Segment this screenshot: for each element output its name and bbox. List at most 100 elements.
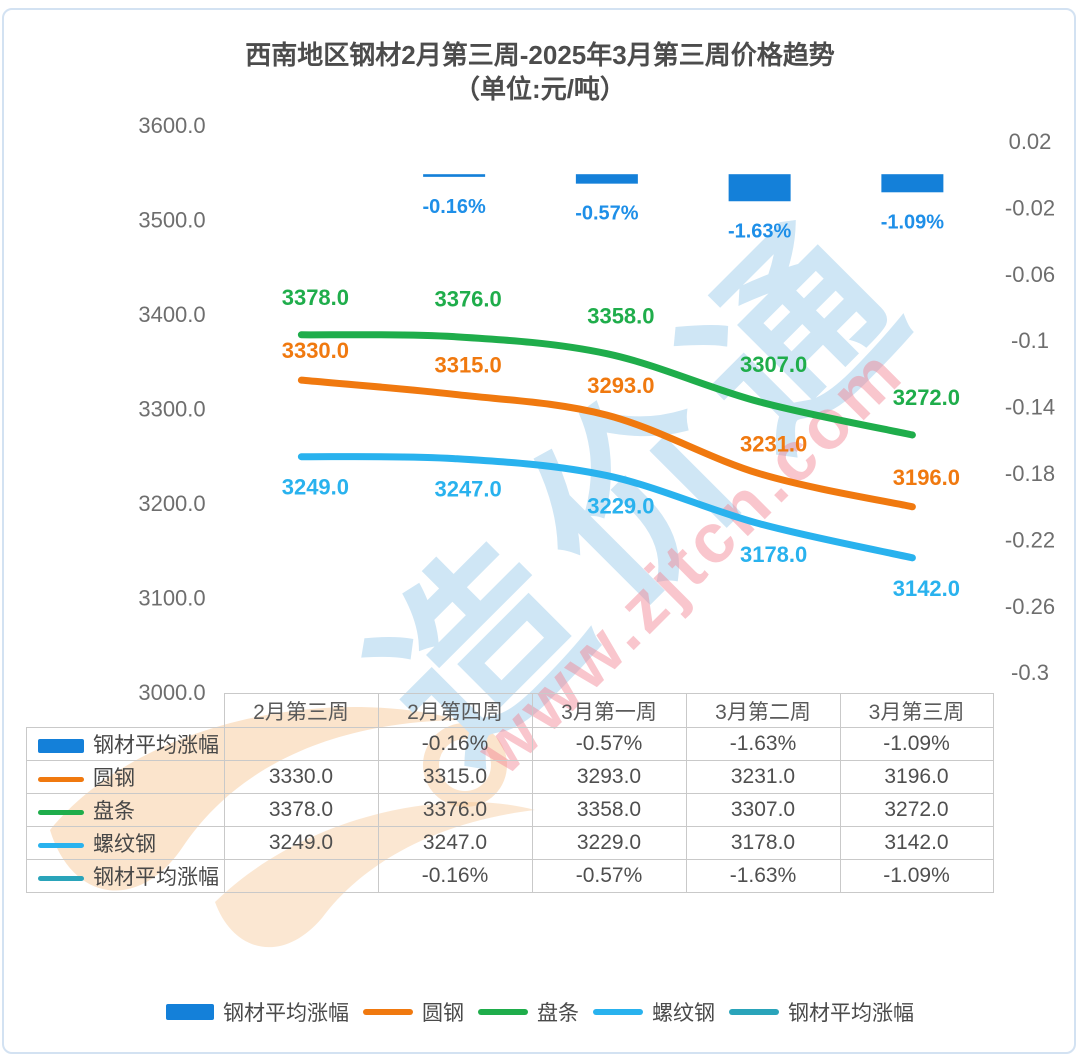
point-label: 3178.0 [740, 542, 807, 567]
point-label: 3315.0 [434, 352, 501, 377]
bar-value-label: -0.57% [575, 203, 639, 225]
legend-label: 钢材平均涨幅 [223, 1002, 349, 1025]
bar [575, 174, 638, 184]
table-value-cell: -0.16% [377, 727, 533, 761]
table-corner-cell [27, 694, 225, 728]
chart-title: 西南地区钢材2月第三周-2025年3月第三周价格趋势 [245, 40, 835, 70]
series-name-cell: 钢材平均涨幅 [26, 859, 225, 893]
legend: 钢材平均涨幅 圆钢 盘条 螺纹钢 钢材平均涨幅 [0, 997, 1080, 1027]
legend-swatch-line [363, 1009, 413, 1015]
table-value-cell: 3272.0 [839, 793, 994, 827]
right-axis-tick: -0.02 [1005, 195, 1055, 220]
table-value-cell: 3307.0 [685, 793, 841, 827]
left-axis-tick: 3600.0 [138, 113, 205, 138]
table-value-cell: 3315.0 [377, 760, 533, 794]
legend-item[interactable]: 盘条 [478, 997, 579, 1027]
left-axis-tick: 3500.0 [138, 208, 205, 233]
table-value-cell: -0.57% [531, 727, 687, 761]
table-row: 圆钢 3330.0 3315.0 3293.0 3231.0 3196.0 [26, 760, 994, 794]
right-axis-tick: -0.06 [1005, 262, 1055, 287]
legend-label: 螺纹钢 [652, 1002, 715, 1025]
table-value-cell [223, 727, 379, 761]
series-name-label: 螺纹钢 [93, 833, 156, 856]
series-name-cell: 圆钢 [26, 760, 225, 794]
legend-item[interactable]: 螺纹钢 [593, 997, 715, 1027]
bar-value-label: -1.63% [728, 220, 792, 242]
left-axis-tick: 3100.0 [138, 586, 205, 611]
left-axis-tick: 3000.0 [138, 680, 205, 705]
right-axis-tick: 0.02 [1009, 129, 1052, 154]
line-series-3 [297, 453, 916, 562]
series-name-label: 钢材平均涨幅 [93, 866, 219, 889]
table-header-cell: 3月第三周 [839, 693, 994, 728]
table-row: 钢材平均涨幅 -0.16% -0.57% -1.63% -1.09% [26, 859, 994, 893]
point-label: 3293.0 [587, 373, 654, 398]
table-value-cell: 3178.0 [685, 826, 841, 860]
title-block: 西南地区钢材2月第三周-2025年3月第三周价格趋势 （单位:元/吨） [0, 38, 1080, 106]
legend-item[interactable]: 钢材平均涨幅 [166, 997, 349, 1027]
series-swatch-line [38, 842, 84, 848]
left-axis-tick: 3300.0 [138, 397, 205, 422]
series-swatch-line [38, 809, 84, 815]
data-table: 2月第三周 2月第四周 3月第一周 3月第二周 3月第三周 钢材平均涨幅 -0.16% -0.… [26, 693, 994, 893]
table-row: 螺纹钢 3249.0 3247.0 3229.0 3178.0 3142.0 [26, 826, 994, 860]
bar [881, 174, 944, 193]
bar-value-label: -1.09% [881, 211, 945, 233]
legend-swatch-line [593, 1009, 643, 1015]
right-axis-tick: -0.26 [1005, 594, 1055, 619]
point-label: 3307.0 [740, 352, 807, 377]
point-label: 3330.0 [282, 338, 349, 363]
bar-value-label: -0.16% [422, 196, 486, 218]
series-name-label: 盘条 [93, 800, 135, 823]
bar [728, 174, 791, 202]
series-name-cell: 螺纹钢 [26, 826, 225, 860]
table-value-cell: -1.09% [839, 727, 994, 761]
table-header-row: 2月第三周 2月第四周 3月第一周 3月第二周 3月第三周 [27, 693, 994, 728]
table-header-cell: 2月第四周 [377, 693, 533, 728]
table-value-cell: 3231.0 [685, 760, 841, 794]
legend-item[interactable]: 圆钢 [363, 997, 464, 1027]
table-value-cell: -1.63% [685, 727, 841, 761]
point-label: 3272.0 [893, 385, 960, 410]
table-header-cell: 3月第二周 [685, 693, 841, 728]
table-value-cell: -1.63% [685, 859, 841, 893]
table-header-cell: 2月第三周 [223, 693, 379, 728]
table-row: 钢材平均涨幅 -0.16% -0.57% -1.63% -1.09% [26, 727, 994, 761]
table-row: 盘条 3378.0 3376.0 3358.0 3307.0 3272.0 [26, 793, 994, 827]
point-label: 3196.0 [893, 465, 960, 490]
table-value-cell: 3229.0 [531, 826, 687, 860]
line-series-1 [297, 376, 916, 511]
point-label: 3231.0 [740, 432, 807, 457]
left-axis-tick: 3200.0 [138, 491, 205, 516]
legend-label: 钢材平均涨幅 [788, 1002, 914, 1025]
chart-subtitle: （单位:元/吨） [454, 74, 626, 104]
table-value-cell: 3196.0 [839, 760, 994, 794]
table-value-cell [223, 859, 379, 893]
table-value-cell: 3376.0 [377, 793, 533, 827]
point-label: 3358.0 [587, 304, 654, 329]
table-value-cell: 3330.0 [223, 760, 379, 794]
table-value-cell: -1.09% [839, 859, 994, 893]
series-swatch-bar [38, 739, 84, 754]
right-axis-tick: -0.18 [1005, 461, 1055, 486]
legend-swatch-bar [166, 1004, 214, 1020]
left-axis-tick: 3400.0 [138, 302, 205, 327]
right-axis-tick: -0.1 [1011, 328, 1049, 353]
table-value-cell: 3142.0 [839, 826, 994, 860]
right-axis-tick: -0.14 [1005, 395, 1055, 420]
table-value-cell: 3249.0 [223, 826, 379, 860]
series-name-cell: 盘条 [26, 793, 225, 827]
point-label: 3376.0 [434, 287, 501, 312]
legend-swatch-line [478, 1009, 528, 1015]
table-value-cell: -0.57% [531, 859, 687, 893]
legend-item[interactable]: 钢材平均涨幅 [729, 997, 914, 1027]
right-axis-tick: -0.3 [1011, 660, 1049, 685]
series-swatch-line [38, 776, 84, 782]
series-swatch-line [38, 875, 84, 881]
table-header-cell: 3月第一周 [531, 693, 687, 728]
legend-label: 圆钢 [422, 1002, 464, 1025]
point-label: 3229.0 [587, 494, 654, 519]
table-value-cell: 3378.0 [223, 793, 379, 827]
